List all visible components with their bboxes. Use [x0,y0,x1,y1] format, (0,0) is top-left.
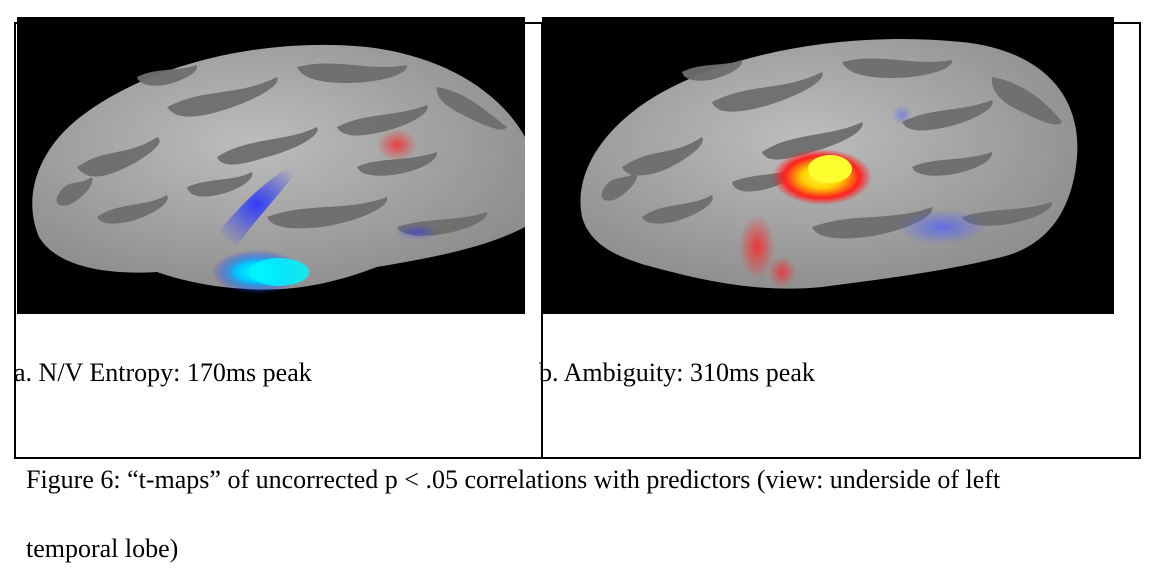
panel-a-brain-image [17,17,525,314]
figure-caption: Figure 6: “t-maps” of uncorrected p < .0… [26,464,1136,564]
figure-caption-line2: temporal lobe) [26,534,179,563]
panel-b-brain-image [542,17,1114,314]
panel-b-caption: b. Ambiguity: 310ms peak [539,358,815,387]
figure-caption-line1: Figure 6: “t-maps” of uncorrected p < .0… [26,465,1001,494]
panel-a-caption: a. N/V Entropy: 170ms peak [14,358,312,387]
